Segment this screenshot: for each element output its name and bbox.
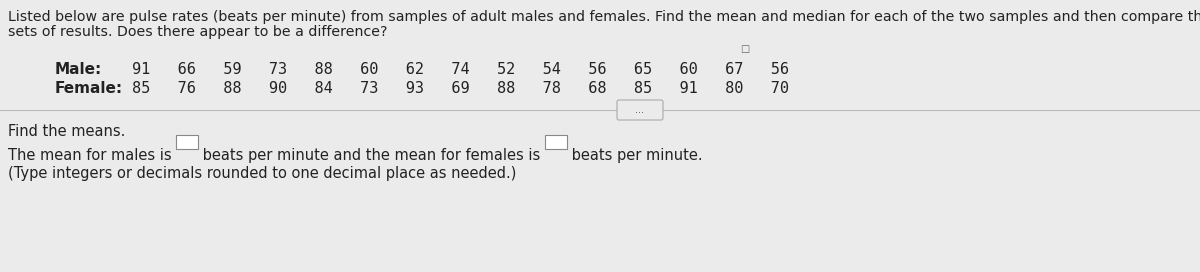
Text: □: □ bbox=[740, 44, 749, 54]
Text: Listed below are pulse rates (beats per minute) from samples of adult males and : Listed below are pulse rates (beats per … bbox=[8, 10, 1200, 24]
Text: sets of results. Does there appear to be a difference?: sets of results. Does there appear to be… bbox=[8, 25, 388, 39]
Text: The mean for males is: The mean for males is bbox=[8, 148, 176, 163]
Bar bbox=[176, 135, 198, 149]
Text: Find the means.: Find the means. bbox=[8, 124, 125, 139]
Text: beats per minute.: beats per minute. bbox=[568, 148, 703, 163]
Text: Female:: Female: bbox=[55, 81, 124, 96]
Text: Male:: Male: bbox=[55, 62, 102, 77]
FancyBboxPatch shape bbox=[617, 100, 662, 120]
Text: ...: ... bbox=[636, 105, 644, 115]
Text: (Type integers or decimals rounded to one decimal place as needed.): (Type integers or decimals rounded to on… bbox=[8, 166, 516, 181]
Text: beats per minute and the mean for females is: beats per minute and the mean for female… bbox=[198, 148, 545, 163]
Text: 85   76   88   90   84   73   93   69   88   78   68   85   91   80   70: 85 76 88 90 84 73 93 69 88 78 68 85 91 8… bbox=[132, 81, 790, 96]
Text: 91   66   59   73   88   60   62   74   52   54   56   65   60   67   56: 91 66 59 73 88 60 62 74 52 54 56 65 60 6… bbox=[132, 62, 790, 77]
Bar bbox=[545, 135, 568, 149]
